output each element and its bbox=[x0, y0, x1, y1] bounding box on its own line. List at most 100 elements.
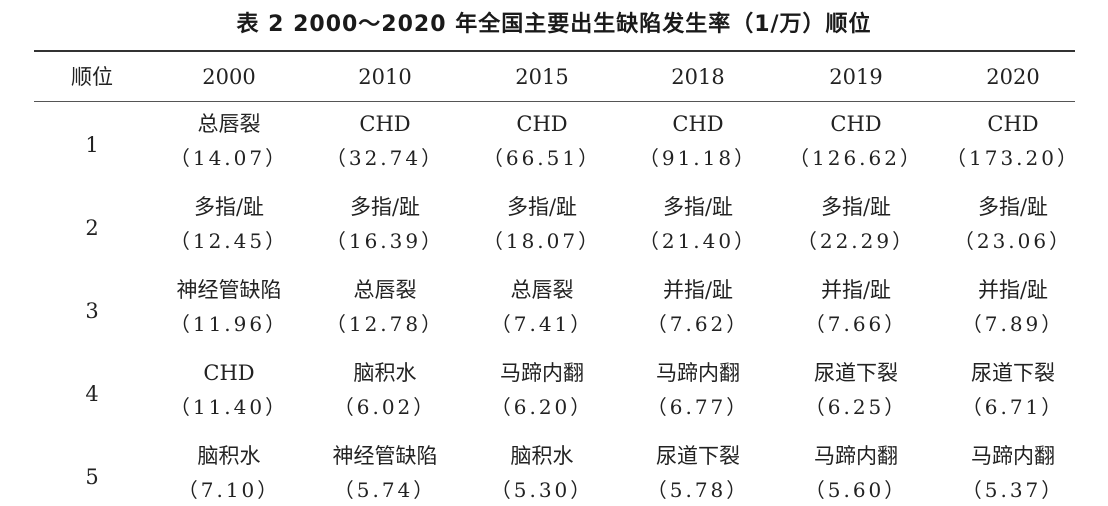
incidence-rate: （5.30） bbox=[490, 478, 594, 502]
incidence-rate: （7.89） bbox=[961, 312, 1065, 336]
header-year-2000: 2000 bbox=[202, 65, 256, 89]
incidence-rate: （12.78） bbox=[325, 312, 445, 336]
incidence-rate: （11.40） bbox=[169, 395, 289, 419]
header-year-2019: 2019 bbox=[829, 65, 883, 89]
table-cell: 神经管缺陷 （11.96） bbox=[149, 276, 309, 338]
defect-name: 多指/趾 bbox=[977, 195, 1049, 219]
defect-name: 马蹄内翻 bbox=[500, 361, 584, 385]
table-cell: 马蹄内翻 （5.60） bbox=[776, 442, 936, 504]
defect-name: 并指/趾 bbox=[820, 278, 892, 302]
defect-name: 多指/趾 bbox=[662, 195, 734, 219]
incidence-rate: （7.10） bbox=[177, 478, 281, 502]
incidence-rate: （22.29） bbox=[796, 229, 916, 253]
table-cell: 总唇裂 （7.41） bbox=[462, 276, 622, 338]
top-rule bbox=[34, 50, 1075, 52]
defect-name: CHD bbox=[516, 112, 568, 136]
incidence-rate: （7.62） bbox=[646, 312, 750, 336]
defect-name: CHD bbox=[672, 112, 724, 136]
defect-name: 神经管缺陷 bbox=[176, 278, 282, 302]
defect-name: 多指/趾 bbox=[349, 195, 421, 219]
defect-name: CHD bbox=[359, 112, 411, 136]
table-cell: 并指/趾 （7.62） bbox=[618, 276, 778, 338]
incidence-rate: （91.18） bbox=[638, 146, 758, 170]
header-year-2010: 2010 bbox=[358, 65, 412, 89]
rank-cell: 3 bbox=[85, 299, 99, 323]
defect-name: 马蹄内翻 bbox=[814, 444, 898, 468]
incidence-rate: （11.96） bbox=[169, 312, 289, 336]
incidence-rate: （5.78） bbox=[646, 478, 750, 502]
table-cell: 马蹄内翻 （6.20） bbox=[462, 359, 622, 421]
defect-name: 尿道下裂 bbox=[971, 361, 1055, 385]
defect-name: 并指/趾 bbox=[662, 278, 734, 302]
incidence-rate: （6.25） bbox=[804, 395, 908, 419]
defect-name: 脑积水 bbox=[353, 361, 417, 385]
defect-name: 总唇裂 bbox=[197, 112, 261, 136]
defect-name: 总唇裂 bbox=[510, 278, 574, 302]
table-cell: 多指/趾 （18.07） bbox=[462, 193, 622, 255]
incidence-rate: （7.41） bbox=[490, 312, 594, 336]
defect-name: 尿道下裂 bbox=[656, 444, 740, 468]
defect-name: CHD bbox=[203, 361, 255, 385]
header-year-2018: 2018 bbox=[671, 65, 725, 89]
table-cell: CHD （32.74） bbox=[305, 110, 465, 172]
defect-name: 总唇裂 bbox=[353, 278, 417, 302]
incidence-rate: （14.07） bbox=[169, 146, 289, 170]
table-cell: CHD （66.51） bbox=[462, 110, 622, 172]
table-cell: 总唇裂 （12.78） bbox=[305, 276, 465, 338]
table-cell: 总唇裂 （14.07） bbox=[149, 110, 309, 172]
rank-cell: 1 bbox=[85, 133, 99, 157]
header-rule bbox=[34, 101, 1075, 102]
table-cell: 并指/趾 （7.66） bbox=[776, 276, 936, 338]
incidence-rate: （12.45） bbox=[169, 229, 289, 253]
table-cell: 马蹄内翻 （5.37） bbox=[933, 442, 1093, 504]
defect-name: 并指/趾 bbox=[977, 278, 1049, 302]
incidence-rate: （6.20） bbox=[490, 395, 594, 419]
table-cell: 神经管缺陷 （5.74） bbox=[305, 442, 465, 504]
defect-name: 脑积水 bbox=[510, 444, 574, 468]
incidence-rate: （21.40） bbox=[638, 229, 758, 253]
table-cell: CHD （173.20） bbox=[933, 110, 1093, 172]
rank-cell: 5 bbox=[85, 465, 99, 489]
defect-name: 尿道下裂 bbox=[814, 361, 898, 385]
defect-name: 多指/趾 bbox=[193, 195, 265, 219]
table-cell: 多指/趾 （16.39） bbox=[305, 193, 465, 255]
incidence-rate: （6.77） bbox=[646, 395, 750, 419]
incidence-rate: （32.74） bbox=[325, 146, 445, 170]
defect-name: CHD bbox=[987, 112, 1039, 136]
defect-name: 马蹄内翻 bbox=[656, 361, 740, 385]
defect-name: 脑积水 bbox=[197, 444, 261, 468]
incidence-rate: （6.02） bbox=[333, 395, 437, 419]
table-cell: 多指/趾 （21.40） bbox=[618, 193, 778, 255]
header-year-2020: 2020 bbox=[986, 65, 1040, 89]
defect-name: CHD bbox=[830, 112, 882, 136]
header-rank: 顺位 bbox=[71, 65, 113, 89]
table-cell: 尿道下裂 （6.25） bbox=[776, 359, 936, 421]
table-cell: 多指/趾 （12.45） bbox=[149, 193, 309, 255]
defect-name: 神经管缺陷 bbox=[332, 444, 438, 468]
incidence-rate: （173.20） bbox=[946, 146, 1080, 170]
table-cell: 脑积水 （6.02） bbox=[305, 359, 465, 421]
table-cell: CHD （91.18） bbox=[618, 110, 778, 172]
incidence-rate: （5.60） bbox=[804, 478, 908, 502]
table-cell: 脑积水 （5.30） bbox=[462, 442, 622, 504]
incidence-rate: （16.39） bbox=[325, 229, 445, 253]
table-cell: 马蹄内翻 （6.77） bbox=[618, 359, 778, 421]
defect-name: 多指/趾 bbox=[820, 195, 892, 219]
incidence-rate: （23.06） bbox=[953, 229, 1073, 253]
table-title: 表 2 2000～2020 年全国主要出生缺陷发生率（1/万）顺位 bbox=[236, 12, 872, 37]
incidence-rate: （126.62） bbox=[789, 146, 923, 170]
table-cell: 多指/趾 （23.06） bbox=[933, 193, 1093, 255]
incidence-rate: （5.37） bbox=[961, 478, 1065, 502]
defect-name: 马蹄内翻 bbox=[971, 444, 1055, 468]
rank-cell: 2 bbox=[85, 216, 99, 240]
header-year-2015: 2015 bbox=[515, 65, 569, 89]
rank-cell: 4 bbox=[85, 382, 99, 406]
defect-name: 多指/趾 bbox=[506, 195, 578, 219]
table-cell: 尿道下裂 （6.71） bbox=[933, 359, 1093, 421]
incidence-rate: （5.74） bbox=[333, 478, 437, 502]
incidence-rate: （66.51） bbox=[482, 146, 602, 170]
incidence-rate: （18.07） bbox=[482, 229, 602, 253]
table-cell: CHD （11.40） bbox=[149, 359, 309, 421]
incidence-rate: （6.71） bbox=[961, 395, 1065, 419]
table-cell: CHD （126.62） bbox=[776, 110, 936, 172]
